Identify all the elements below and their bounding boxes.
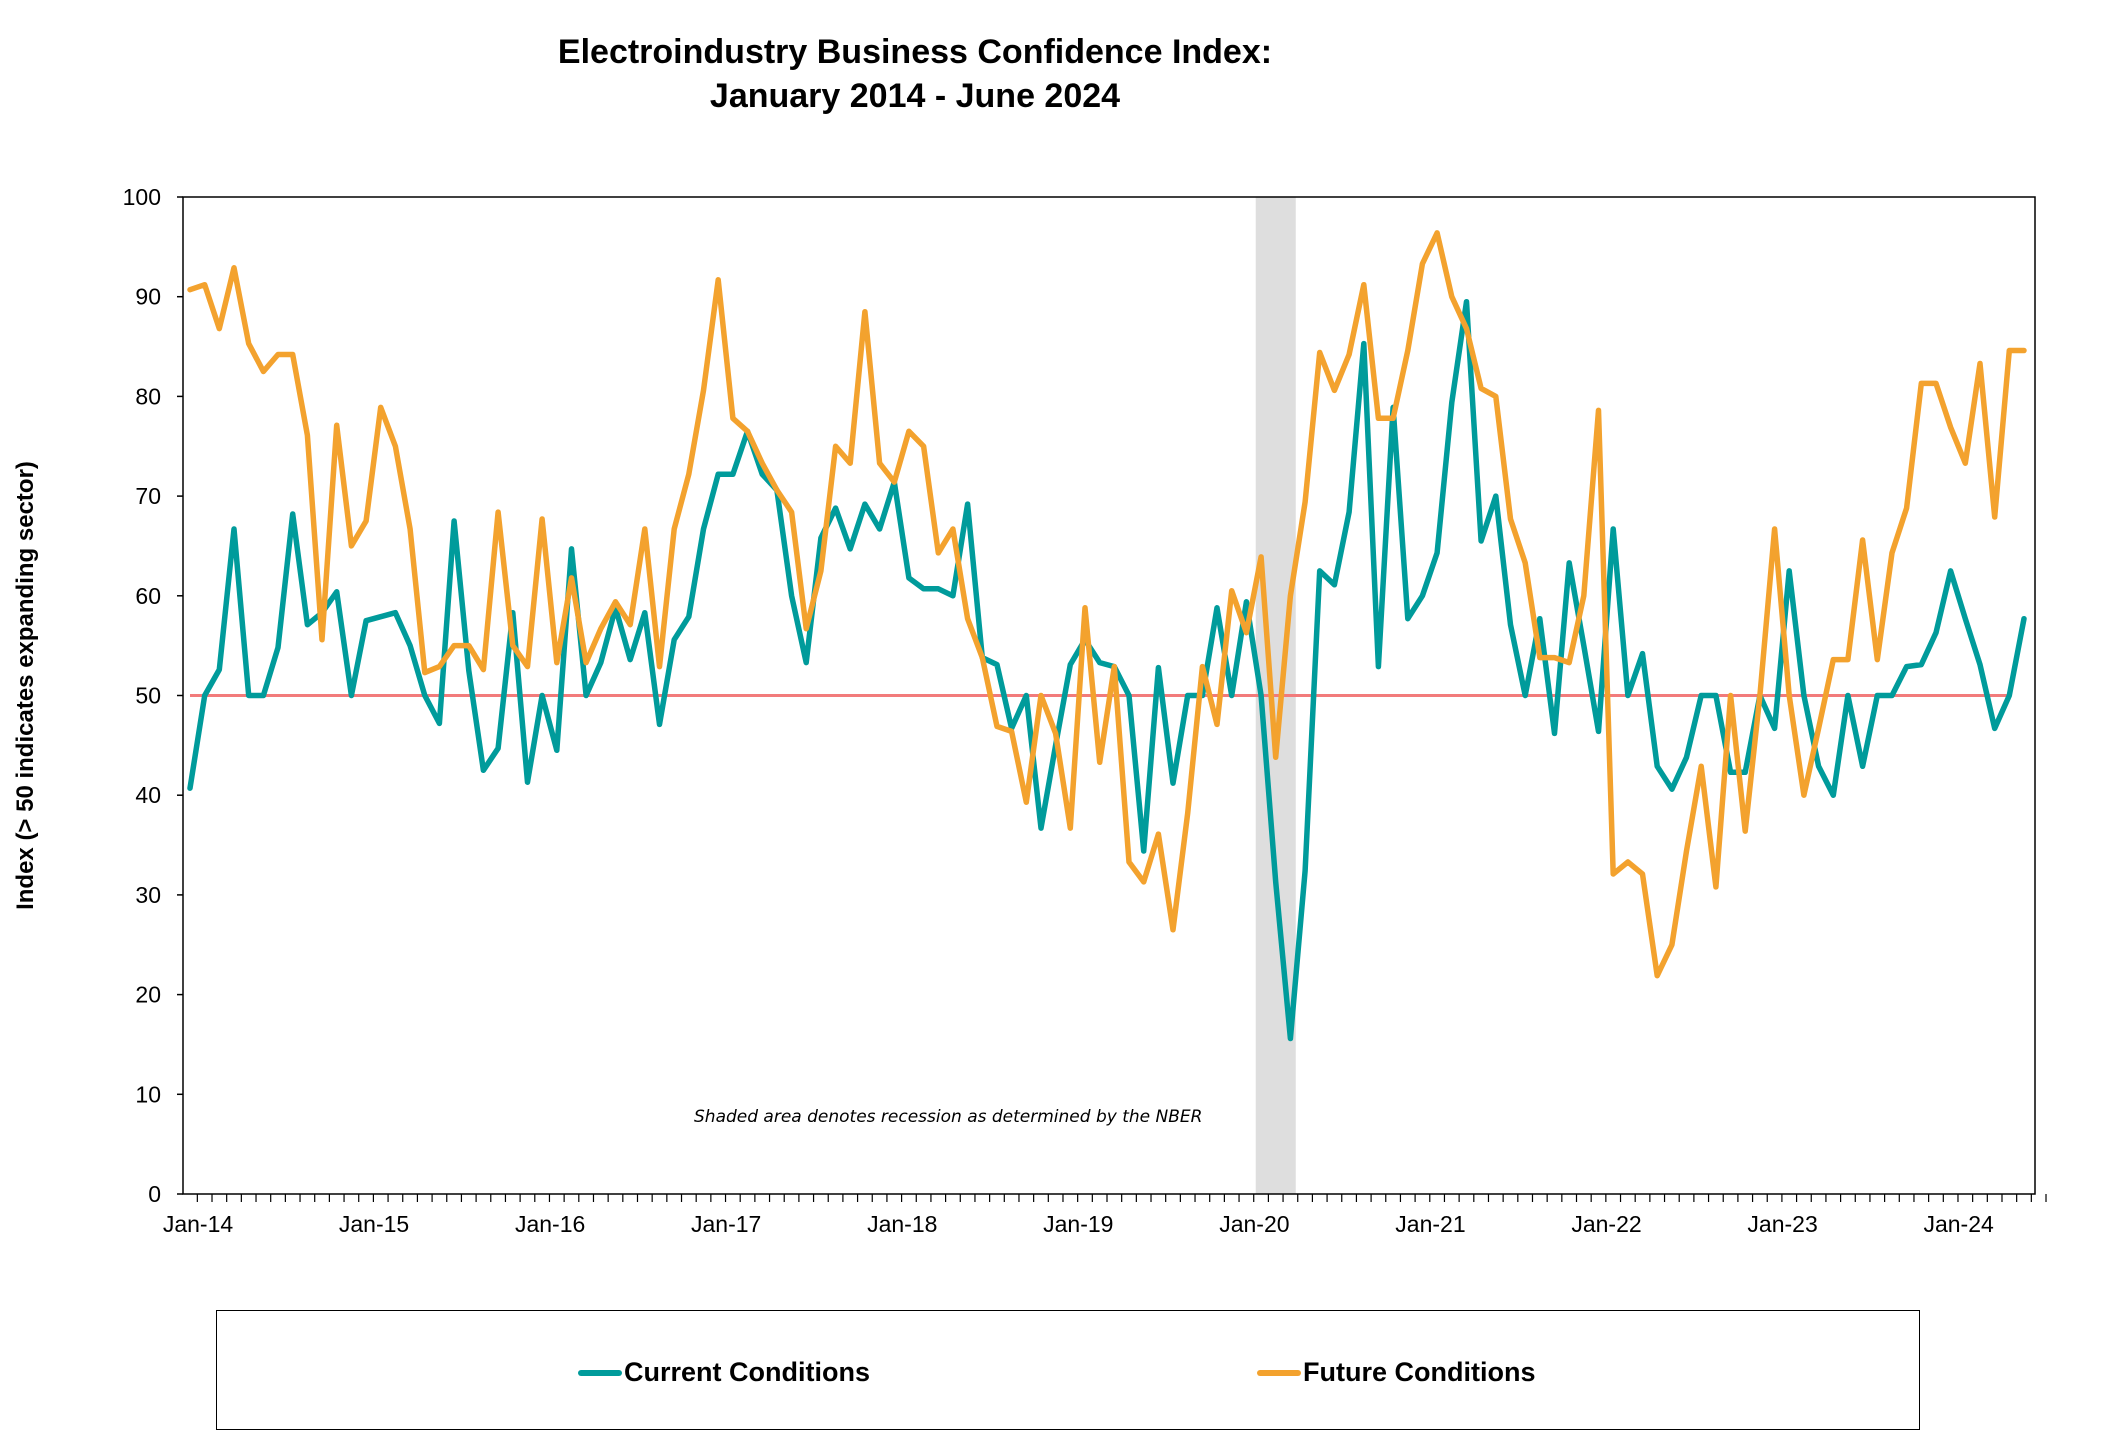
chart-title-line-2: January 2014 - June 2024 <box>709 77 1121 115</box>
legend-swatch-future-conditions <box>1257 1369 1301 1376</box>
legend-item-current-conditions: Current Conditions <box>578 1357 870 1388</box>
x-tick-label: Jan-19 <box>1043 1211 1113 1237</box>
x-tick-label: Jan-22 <box>1571 1211 1641 1237</box>
y-tick-label: 20 <box>135 982 161 1008</box>
chart-title-line-1: Electroindustry Business Confidence Inde… <box>557 33 1273 71</box>
x-tick-label: Jan-24 <box>1923 1211 1994 1237</box>
series-future-conditions <box>187 230 2027 979</box>
legend-label-current-conditions: Current Conditions <box>624 1357 870 1387</box>
x-tick-label: Jan-18 <box>867 1211 937 1237</box>
x-tick-label: Jan-14 <box>163 1211 234 1237</box>
x-tick-label: Jan-21 <box>1395 1211 1465 1237</box>
series-layer <box>187 230 2027 1042</box>
series-current-conditions <box>187 298 2027 1042</box>
y-tick-label: 50 <box>135 683 161 709</box>
y-tick-label: 10 <box>135 1081 161 1107</box>
y-tick-label: 0 <box>148 1181 161 1207</box>
legend-swatch-current-conditions <box>578 1369 622 1376</box>
y-tick-label: 90 <box>135 284 161 310</box>
x-tick-label: Jan-17 <box>691 1211 761 1237</box>
legend: Current Conditions Future Conditions <box>216 1310 1920 1430</box>
recession-annotation: Shaded area denotes recession as determi… <box>694 1107 1202 1127</box>
x-tick-label: Jan-15 <box>339 1211 409 1237</box>
series-line-future-conditions <box>187 230 2027 979</box>
x-axis: Jan-14 Jan-15 Jan-16 Jan-17 Jan-18 Jan-19 Jan-… <box>163 1194 2047 1237</box>
series-line-current-conditions <box>187 298 2027 1042</box>
y-axis-label: Index (> 50 indicates expanding sector) <box>12 461 39 910</box>
y-tick-label: 30 <box>135 882 161 908</box>
x-tick-label: Jan-20 <box>1219 1211 1289 1237</box>
legend-label-future-conditions: Future Conditions <box>1303 1357 1536 1387</box>
y-tick-label: 100 <box>123 184 161 210</box>
y-tick-label: 70 <box>135 483 161 509</box>
x-tick-label: Jan-16 <box>515 1211 585 1237</box>
x-tick-label: Jan-23 <box>1747 1211 1817 1237</box>
y-axis: 0 10 20 30 40 50 60 70 80 90 100 <box>123 184 183 1207</box>
y-tick-label: 80 <box>135 383 161 409</box>
y-tick-label: 40 <box>135 782 161 808</box>
legend-item-future-conditions: Future Conditions <box>1257 1357 1535 1388</box>
chart-title: Electroindustry Business Confidence Inde… <box>0 30 1830 118</box>
y-tick-label: 60 <box>135 583 161 609</box>
